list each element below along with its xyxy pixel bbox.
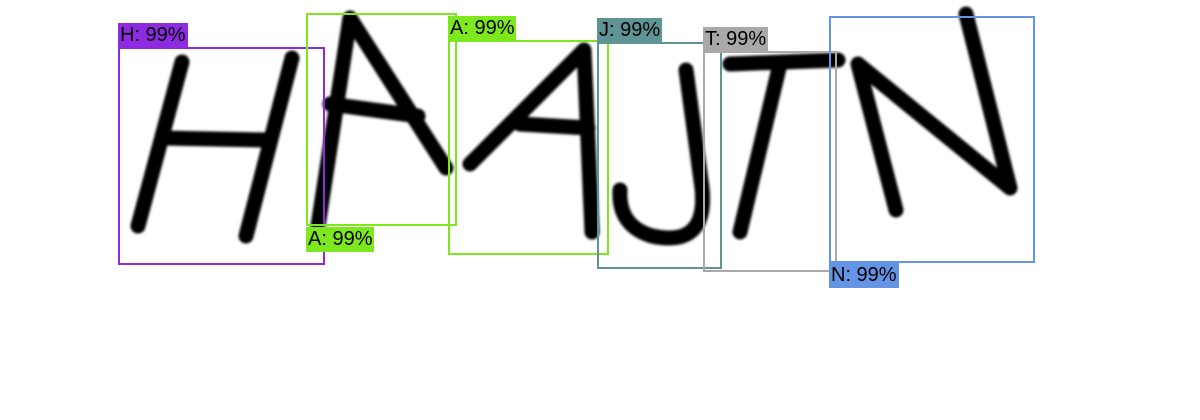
- glyph-h-right: [238, 50, 300, 244]
- detection-label-a-1: A: 99%: [306, 227, 375, 252]
- detection-label-t: T: 99%: [703, 27, 769, 52]
- glyph-a-1-bar: [322, 96, 426, 124]
- detection-box-a-1: [306, 13, 457, 226]
- detection-box-h: [118, 47, 325, 265]
- detection-box-a-2: [448, 40, 609, 255]
- detection-box-t: [703, 51, 837, 272]
- glyph-a-2-bar: [512, 116, 596, 136]
- glyph-j: [612, 62, 711, 246]
- detection-label-h: H: 99%: [118, 23, 188, 48]
- glyph-n: [850, 6, 1018, 218]
- detection-box-n: [829, 16, 1035, 263]
- detection-box-j: [597, 42, 722, 269]
- detection-label-a-2: A: 99%: [448, 16, 517, 41]
- detection-label-n: N: 99%: [829, 263, 899, 288]
- detection-label-j: J: 99%: [597, 18, 663, 43]
- glyph-h-bar: [154, 130, 274, 148]
- glyph-a-2: [462, 42, 600, 240]
- glyph-t-stem: [732, 56, 788, 240]
